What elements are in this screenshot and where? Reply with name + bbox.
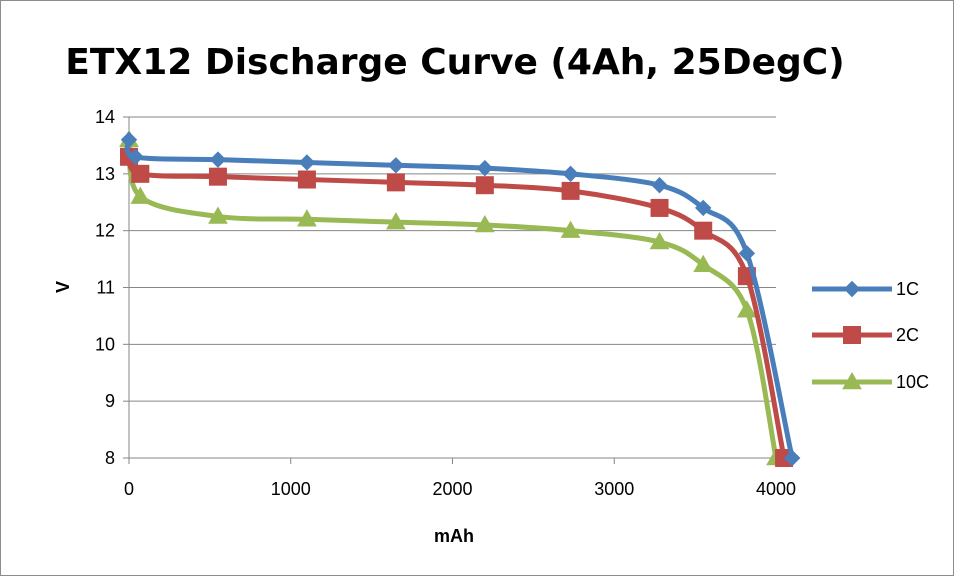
legend-marker-1C	[843, 280, 861, 298]
legend: 1C 2C 10C	[812, 279, 929, 392]
point-1C-0	[120, 131, 138, 148]
legend-marker-10C	[842, 371, 862, 390]
point-10C-3	[297, 209, 317, 227]
point-1C-2	[209, 151, 227, 168]
point-1C-8	[695, 199, 712, 217]
point-1C-9	[738, 245, 756, 262]
point-10C-5	[474, 214, 495, 233]
point-1C-3	[298, 154, 316, 171]
x-tick-label: 1000	[271, 479, 311, 499]
legend-label-10C: 10C	[896, 372, 929, 392]
point-1C-1	[127, 148, 144, 165]
series-layer	[119, 129, 801, 467]
legend-marker-2C	[843, 326, 861, 344]
point-2C-5	[475, 176, 494, 195]
y-axis-label: V	[53, 281, 73, 293]
x-tick-label: 4000	[756, 479, 796, 499]
x-tick-label: 2000	[432, 479, 472, 499]
point-2C-6	[561, 181, 580, 200]
y-tick-label: 13	[95, 164, 115, 184]
point-2C-8	[694, 221, 713, 240]
axes: 8 9 10 11 12 13 14 0 1000 2000 3000 4000	[95, 107, 796, 499]
y-tick-label: 14	[95, 107, 115, 127]
point-10C-2	[208, 206, 228, 224]
point-10C-1	[130, 186, 151, 204]
y-tick-label: 12	[95, 221, 115, 241]
point-10C-8	[693, 254, 714, 273]
legend-label-2C: 2C	[896, 325, 919, 345]
point-1C-5	[476, 159, 494, 177]
chart-title: ETX12 Discharge Curve (4Ah, 25DegC)	[65, 42, 844, 83]
legend-item-1C: 1C	[812, 279, 919, 299]
y-tick-label: 11	[96, 278, 115, 298]
point-2C-3	[297, 170, 316, 189]
point-2C-4	[386, 173, 405, 192]
point-10C-6	[560, 220, 581, 238]
point-1C-10	[783, 449, 801, 467]
series-line-1C	[124, 137, 795, 461]
legend-label-1C: 1C	[896, 279, 919, 299]
x-axis-label: mAh	[434, 526, 474, 546]
point-1C-4	[387, 157, 405, 174]
x-tick-label: 3000	[594, 479, 634, 499]
series-line-10C	[126, 137, 779, 461]
y-tick-label: 10	[95, 334, 115, 354]
point-10C-4	[386, 212, 406, 230]
point-2C-1	[131, 164, 150, 183]
y-tick-label: 9	[105, 391, 115, 411]
series-line-2C	[126, 154, 787, 461]
series-1C	[120, 131, 801, 467]
point-1C-6	[562, 165, 579, 183]
point-2C-2	[208, 167, 227, 186]
point-10C-7	[649, 232, 670, 250]
y-tick-label: 8	[105, 448, 115, 468]
point-10C-9	[737, 300, 757, 318]
point-2C-7	[650, 198, 669, 217]
grid	[129, 116, 776, 402]
legend-item-2C: 2C	[812, 325, 919, 345]
x-tick-label: 0	[124, 479, 134, 499]
legend-item-10C: 10C	[812, 371, 929, 392]
point-1C-7	[651, 176, 668, 194]
series-2C	[120, 147, 794, 467]
